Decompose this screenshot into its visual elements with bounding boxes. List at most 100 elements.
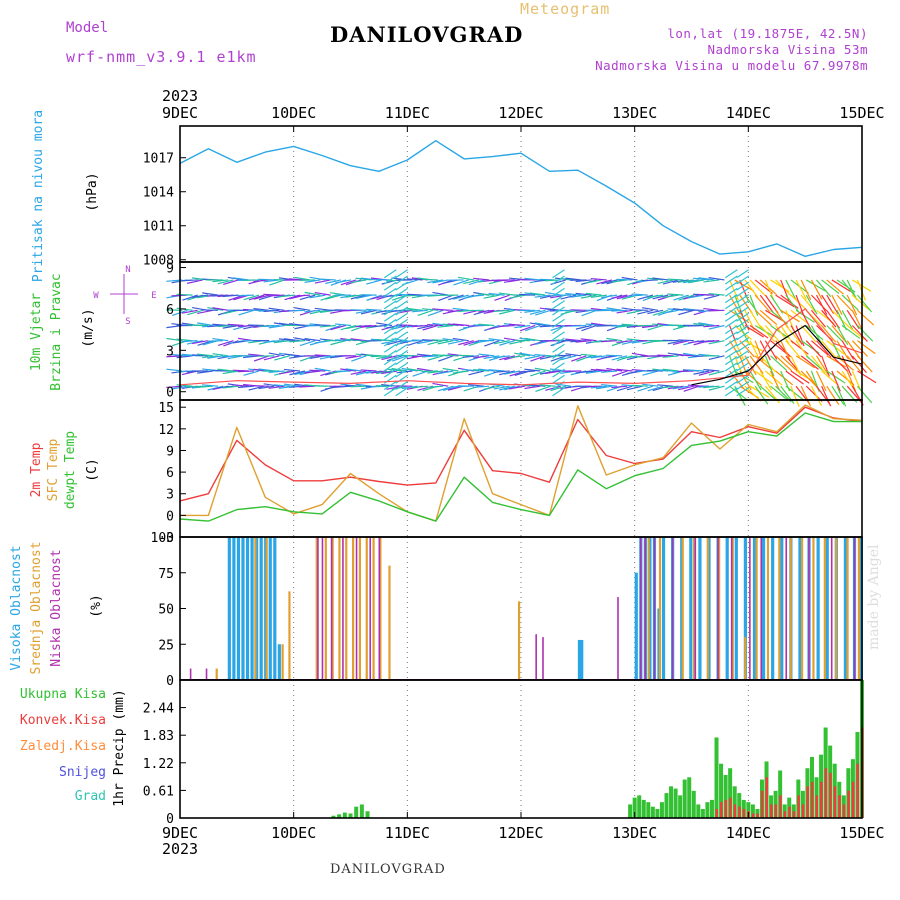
- model-label: Model: [66, 20, 109, 36]
- wind-barb: [785, 294, 800, 313]
- cloud-bar: [812, 537, 815, 680]
- y-tick-label: 3: [166, 488, 174, 503]
- wind-barb: [499, 309, 515, 315]
- wind-barb: [458, 340, 474, 346]
- wind-barb: [552, 325, 565, 335]
- cloud-bar: [755, 537, 758, 680]
- precip-bar: [778, 770, 783, 818]
- wind-barb: [182, 294, 198, 301]
- wind-barb: [826, 279, 844, 295]
- cloud-bar: [617, 597, 619, 680]
- wind-barb: [417, 324, 434, 330]
- wind-barb: [462, 355, 479, 358]
- wind-barb: [320, 294, 336, 301]
- precip-bar: [719, 763, 724, 818]
- wind-barb: [836, 385, 847, 407]
- cloud-bar: [808, 537, 810, 680]
- wind-barb: [637, 309, 653, 315]
- wind-barb: [468, 383, 485, 387]
- wind-unit: (m/s): [81, 308, 96, 347]
- wind-barb: [736, 312, 749, 322]
- wind-barb: [395, 325, 408, 335]
- wind-barb: [601, 294, 618, 299]
- wind-barb: [294, 383, 311, 387]
- wind-barb: [601, 279, 618, 285]
- wind-barb: [406, 278, 423, 281]
- wind-barb: [248, 385, 265, 391]
- wind-barb: [283, 368, 300, 372]
- wind-barb: [509, 385, 526, 390]
- wind-barb: [519, 293, 536, 296]
- wind-barb: [790, 370, 810, 384]
- wind-barb: [217, 368, 234, 372]
- wind-barb: [319, 278, 336, 281]
- wind-barb: [508, 323, 526, 327]
- wind-barb: [596, 385, 613, 390]
- cloud-bar: [577, 639, 582, 680]
- wind-barb: [350, 338, 367, 342]
- footer-station: DANILOVGRAD: [330, 862, 446, 877]
- wind-barb: [478, 293, 495, 296]
- wind-barb: [724, 306, 738, 316]
- precip-unit: 1hr Precip (mm): [112, 689, 127, 806]
- wind-barb: [769, 370, 781, 392]
- precip-bar: [838, 795, 841, 818]
- wind-barb: [606, 307, 623, 311]
- wind-barb: [560, 355, 577, 361]
- wind-barb: [831, 294, 843, 315]
- wind-label-2: Brzina i Pravac: [49, 273, 64, 390]
- wind-barb: [383, 300, 397, 310]
- y-tick-label: 12: [158, 423, 174, 438]
- wind-barb: [552, 306, 565, 316]
- compass-s: S: [125, 317, 130, 327]
- wind-barb: [826, 309, 840, 329]
- wind-barb: [197, 309, 214, 314]
- precip-bar: [815, 795, 819, 818]
- cloud-bar: [658, 537, 662, 680]
- wind-barb: [585, 279, 602, 284]
- wind-barb: [544, 307, 561, 311]
- precip-bar: [637, 795, 642, 818]
- wind-barb: [552, 275, 565, 285]
- precip-bar: [650, 806, 655, 818]
- lonlat-readout: lon,lat (19.1875E, 42.5N): [667, 26, 868, 41]
- wind-barb: [498, 292, 515, 296]
- wind-barb: [504, 370, 520, 375]
- wind-barb: [703, 294, 720, 300]
- precip-bar: [779, 795, 782, 818]
- wind-barb: [212, 353, 229, 357]
- wind-barb: [734, 385, 746, 406]
- wind-barb: [395, 306, 408, 316]
- cloud-bar: [365, 537, 368, 680]
- wind-barb: [708, 355, 725, 361]
- wind-barb: [406, 307, 423, 311]
- y-tick-label: 0: [166, 674, 174, 689]
- wind-barb: [243, 324, 260, 330]
- wind-barb: [360, 369, 377, 372]
- wind-barb: [851, 294, 870, 311]
- wind-barb: [289, 340, 306, 343]
- precip-bar: [664, 793, 669, 818]
- wind-barb: [708, 340, 725, 345]
- precip-bar: [687, 777, 692, 818]
- wind-barb: [207, 355, 224, 359]
- y-tick-label: -3: [158, 531, 174, 546]
- precip-bar: [842, 804, 846, 818]
- wind-barb: [453, 279, 469, 286]
- wind-barb: [831, 355, 849, 372]
- wind-barb: [416, 353, 433, 357]
- cloud-bar: [644, 537, 647, 680]
- wind-barb: [821, 340, 837, 358]
- wind-barb: [581, 309, 597, 317]
- cloud-bar: [241, 537, 245, 680]
- wind-barb: [631, 352, 648, 357]
- y-tick-label: 6: [166, 466, 174, 481]
- x-day-label-bottom: 11DEC: [385, 824, 430, 842]
- wind-barb: [552, 312, 565, 322]
- wind-barb: [438, 294, 454, 302]
- wind-barb: [790, 309, 809, 325]
- y-tick-label: 1008: [143, 254, 174, 269]
- wind-barb: [442, 367, 459, 372]
- wind-barb: [493, 385, 510, 390]
